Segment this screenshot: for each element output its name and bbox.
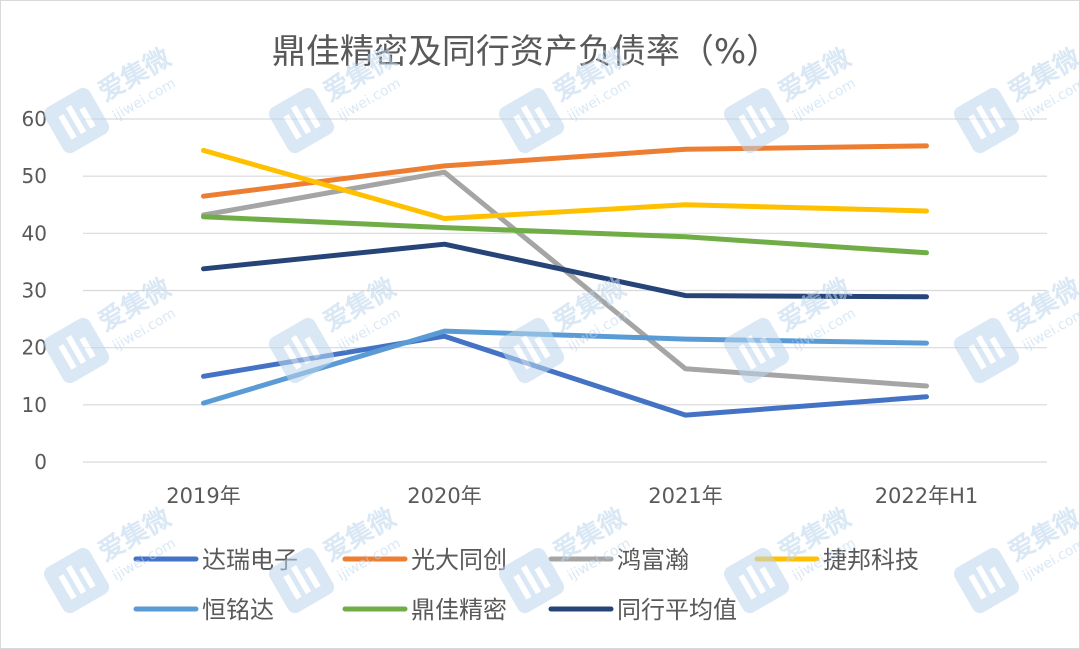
- legend-item: 同行平均值: [548, 596, 737, 624]
- y-tick-label: 60: [22, 107, 47, 131]
- y-tick-label: 40: [22, 221, 47, 245]
- y-tick-label: 20: [22, 336, 47, 360]
- legend-label: 鸿富瀚: [617, 546, 689, 574]
- x-axis-tick-labels: 2019年 2020年 2021年 2022年H1: [166, 484, 978, 508]
- series-lines: [201, 143, 929, 418]
- chart-title: 鼎佳精密及同行资产负债率（%）: [272, 32, 780, 72]
- series-line: [201, 241, 929, 300]
- legend-item: 恒铭达: [133, 596, 274, 624]
- x-tick-label: 2021年: [648, 484, 722, 508]
- y-tick-label: 10: [22, 393, 47, 417]
- y-axis-tick-labels: 0 10 20 30 40 50 60: [22, 107, 47, 474]
- legend-label: 恒铭达: [202, 596, 274, 624]
- legend-item: 鼎佳精密: [342, 596, 507, 624]
- legend-item: 鸿富瀚: [548, 546, 689, 574]
- series-line: [201, 214, 929, 256]
- series-line: [201, 143, 929, 199]
- legend-label: 同行平均值: [617, 596, 737, 624]
- x-tick-label: 2019年: [166, 484, 240, 508]
- x-tick-label: 2020年: [407, 484, 481, 508]
- y-tick-label: 50: [22, 164, 47, 188]
- legend-label: 鼎佳精密: [411, 596, 507, 624]
- series-line: [201, 147, 929, 221]
- legend-label: 捷邦科技: [823, 546, 919, 574]
- y-tick-label: 0: [34, 450, 47, 474]
- x-tick-label: 2022年H1: [875, 484, 979, 508]
- y-tick-label: 30: [22, 279, 47, 303]
- legend-item: 光大同创: [342, 546, 507, 574]
- legend-label: 光大同创: [411, 546, 507, 574]
- legend-item: 捷邦科技: [754, 546, 919, 574]
- grid-lines: [83, 118, 1047, 463]
